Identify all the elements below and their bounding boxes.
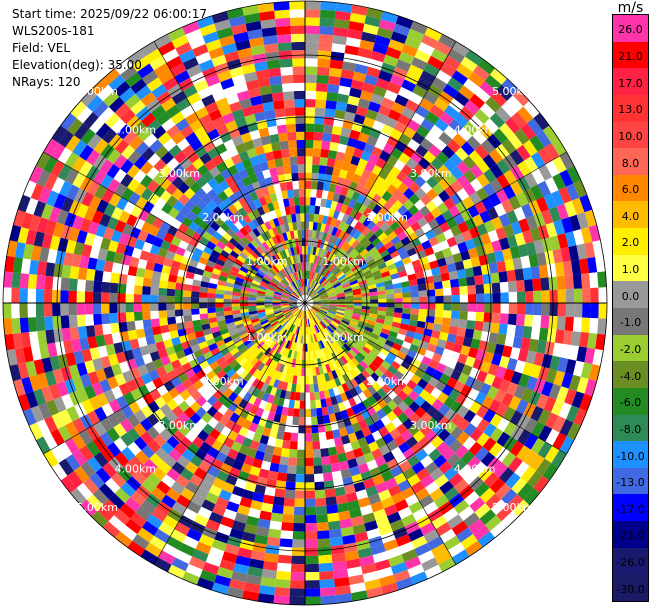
field-text: Field: VEL (12, 41, 71, 55)
colorbar-tick-label: 13.0 (618, 103, 643, 117)
azimuth-spoke (153, 41, 306, 304)
colorbar-tick-label: 2.0 (621, 236, 640, 250)
azimuth-spoke (43, 151, 306, 304)
colorbar-segment (613, 148, 648, 176)
azimuth-spoke (304, 151, 567, 304)
azimuth-spoke (304, 302, 567, 455)
colorbar-tick-label: 26.0 (618, 23, 643, 37)
colorbar-tick-label: -13.0 (616, 476, 645, 490)
colorbar-segment (613, 467, 648, 495)
nrays-text: NRays: 120 (12, 75, 81, 89)
range-ring-label: 2.00km (202, 375, 244, 388)
azimuth-spoke (304, 41, 457, 304)
velocity-colorbar: 26.0 21.0 17.0 13.0 10.0 8.0 6.0 4.0 2.0 1.0 0.0 -1… (612, 14, 649, 602)
range-ring-label: 5.00km (76, 85, 118, 98)
range-ring-label: 5.00km (76, 501, 118, 514)
range-ring-label: 2.00km (366, 211, 408, 224)
range-ring-label: 1.00km (322, 255, 364, 268)
instrument-text: WLS200s-181 (12, 24, 95, 38)
colorbar-tick-label: -10.0 (616, 449, 645, 463)
colorbar-segment (613, 15, 648, 43)
colorbar-segment (613, 574, 648, 602)
colorbar-segment (613, 228, 648, 256)
colorbar-tick-label: -21.0 (616, 529, 645, 543)
start-time-text: Start time: 2025/09/22 06:00:17 (12, 7, 207, 21)
colorbar-tick-label: 0.0 (621, 289, 640, 303)
colorbar-tick-label: -8.0 (619, 422, 642, 436)
elevation-text: Elevation(deg): 35.00 (12, 58, 142, 72)
colorbar-segment (613, 201, 648, 229)
range-ring-label: 5.00km (492, 85, 534, 98)
azimuth-spoke (304, 302, 457, 565)
range-ring-label: 2.00km (202, 211, 244, 224)
range-ring-label: 3.00km (410, 419, 452, 432)
colorbar-tick-label: 21.0 (618, 49, 643, 63)
range-ring-label: 1.00km (246, 331, 288, 344)
scan-info-panel: Start time: 2025/09/22 06:00:17 WLS200s-… (12, 6, 207, 91)
colorbar-segment (613, 281, 648, 309)
range-ring-label: 4.00km (454, 463, 496, 476)
range-ring-label: 4.00km (115, 123, 157, 136)
colorbar-segment (613, 441, 648, 469)
colorbar-tick-label: -4.0 (619, 369, 642, 383)
range-ring-label: 2.00km (366, 375, 408, 388)
azimuth-spoke (153, 302, 306, 565)
range-ring-label: 1.00km (322, 331, 364, 344)
range-ring-label: 3.00km (410, 167, 452, 180)
colorbar-unit-label: m/s (617, 0, 644, 16)
colorbar-segment (613, 387, 648, 416)
range-ring-label: 3.00km (158, 419, 200, 432)
colorbar-segment (613, 414, 648, 442)
radar-ppi-plot: 1.00km 1.00km 1.00km 1.00km 2.00km 2.00km 2.00… (2, 0, 608, 606)
colorbar-tick-label: -6.0 (619, 396, 642, 410)
colorbar-tick-label: 1.0 (621, 263, 640, 277)
colorbar-segment (613, 308, 648, 336)
range-ring-label: 5.00km (492, 501, 534, 514)
range-ring-label: 1.00km (246, 255, 288, 268)
colorbar-tick-label: -2.0 (619, 342, 642, 356)
colorbar-segment (613, 254, 648, 282)
colorbar-segment (613, 174, 648, 202)
colorbar-segment (613, 68, 648, 96)
colorbar-segment (613, 121, 648, 149)
colorbar-segment (613, 334, 648, 362)
range-ring-label: 4.00km (454, 123, 496, 136)
azimuth-spoke (43, 302, 306, 455)
colorbar-segment (613, 41, 648, 69)
colorbar-segment (613, 521, 648, 549)
range-ring-label: 4.00km (115, 463, 157, 476)
colorbar-tick-label: 17.0 (618, 76, 643, 90)
colorbar-tick-label: 6.0 (621, 183, 640, 197)
velocity-gates (3, 1, 607, 605)
colorbar-tick-label: 10.0 (618, 129, 643, 143)
colorbar-segment (613, 494, 648, 522)
colorbar-segment (613, 361, 648, 389)
range-ring-label: 3.00km (158, 167, 200, 180)
colorbar-tick-label: -26.0 (616, 556, 645, 570)
colorbar-segment (613, 547, 648, 575)
colorbar-tick-label: -30.0 (616, 582, 645, 596)
colorbar-segment (613, 94, 648, 123)
colorbar-tick-label: 8.0 (621, 156, 640, 170)
colorbar-tick-label: -17.0 (616, 502, 645, 516)
colorbar-tick-label: -1.0 (619, 316, 642, 330)
colorbar-tick-label: 4.0 (621, 209, 640, 223)
